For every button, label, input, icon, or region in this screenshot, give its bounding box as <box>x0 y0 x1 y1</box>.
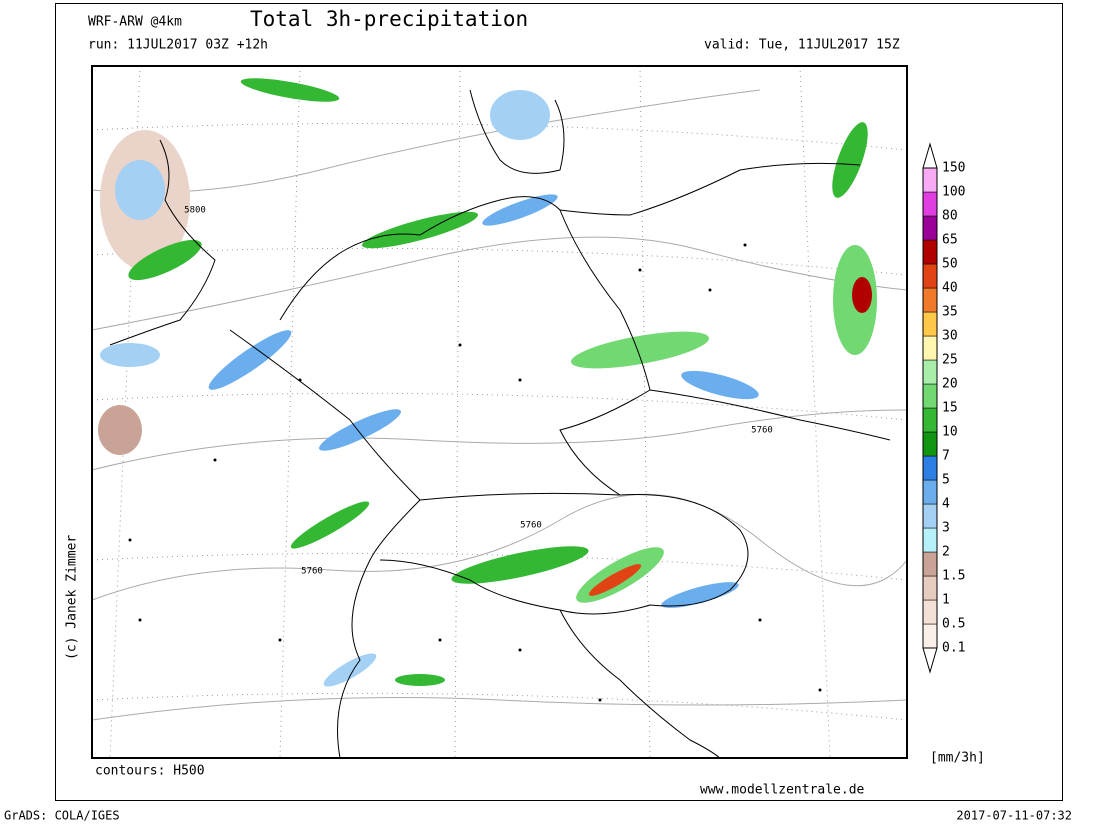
legend-box <box>922 335 938 361</box>
legend-box <box>922 527 938 553</box>
legend-label: 0.5 <box>942 617 965 632</box>
legend-lower-triangle <box>922 647 938 674</box>
legend-label: 10 <box>942 425 958 440</box>
legend-label: 100 <box>942 185 965 200</box>
contour-label: 5800 <box>184 206 206 216</box>
legend-box <box>922 263 938 289</box>
legend-label: 20 <box>942 377 958 392</box>
legend-label: 4 <box>942 497 950 512</box>
legend-box <box>922 551 938 577</box>
legend-box <box>922 431 938 457</box>
legend-label: 25 <box>942 353 958 368</box>
legend-label: 15 <box>942 401 958 416</box>
contour-labels: 5800 5760 5760 5760 <box>184 206 773 577</box>
legend-label: 1.5 <box>942 569 965 584</box>
valid-label: valid: Tue, 11JUL2017 15Z <box>704 38 900 53</box>
map-area <box>91 65 908 759</box>
run-label: run: 11JUL2017 03Z +12h <box>88 38 268 53</box>
legend-box <box>922 167 938 193</box>
unit-label: [mm/3h] <box>930 751 985 766</box>
legend-label: 1 <box>942 593 950 608</box>
model-label: WRF-ARW @4km <box>88 15 182 30</box>
contours-label: contours: H500 <box>95 764 205 779</box>
legend-box <box>922 407 938 433</box>
legend-label: 65 <box>942 233 958 248</box>
legend-label: 40 <box>942 281 958 296</box>
contour-label: 5760 <box>301 567 323 577</box>
legend-box <box>922 455 938 481</box>
precipitation-areas <box>98 78 877 687</box>
legend-box <box>922 383 938 409</box>
legend-box <box>922 503 938 529</box>
legend-label: 0.1 <box>942 641 965 656</box>
contour-label: 5760 <box>751 426 773 436</box>
software-credit: GrADS: COLA/IGES <box>4 809 120 823</box>
legend-box <box>922 239 938 265</box>
legend-box <box>922 215 938 241</box>
timestamp: 2017-07-11-07:32 <box>956 809 1072 823</box>
legend-label: 150 <box>942 161 965 176</box>
legend-box <box>922 191 938 217</box>
map-title: Total 3h-precipitation <box>250 7 528 31</box>
legend-box <box>922 287 938 313</box>
legend-label: 7 <box>942 449 950 464</box>
figure-frame <box>55 3 1063 801</box>
coastlines-borders <box>109 89 891 759</box>
h500-contours <box>91 89 908 721</box>
website: www.modellzentrale.de <box>700 783 865 798</box>
legend-box <box>922 359 938 385</box>
legend-box <box>922 479 938 505</box>
legend-label: 35 <box>942 305 958 320</box>
map-frame <box>91 65 908 759</box>
copyright: (c) Janek Zimmer <box>65 535 80 660</box>
legend-label: 50 <box>942 257 958 272</box>
legend-box <box>922 311 938 337</box>
legend-label: 30 <box>942 329 958 344</box>
legend-box <box>922 623 938 649</box>
legend-label: 3 <box>942 521 950 536</box>
contour-label: 5760 <box>520 521 542 531</box>
legend-upper-triangle <box>922 142 938 169</box>
legend-label: 2 <box>942 545 950 560</box>
legend-box <box>922 575 938 601</box>
legend-label: 80 <box>942 209 958 224</box>
map-background <box>92 66 907 758</box>
color-legend: 0.1 0.5 1 1.5 2 3 4 5 7 10 15 20 25 30 35 40 50 65 80 100 15… <box>922 142 965 674</box>
legend-outline <box>922 167 938 649</box>
city-dots <box>128 243 822 702</box>
legend-label: 5 <box>942 473 950 488</box>
legend-box <box>922 599 938 625</box>
